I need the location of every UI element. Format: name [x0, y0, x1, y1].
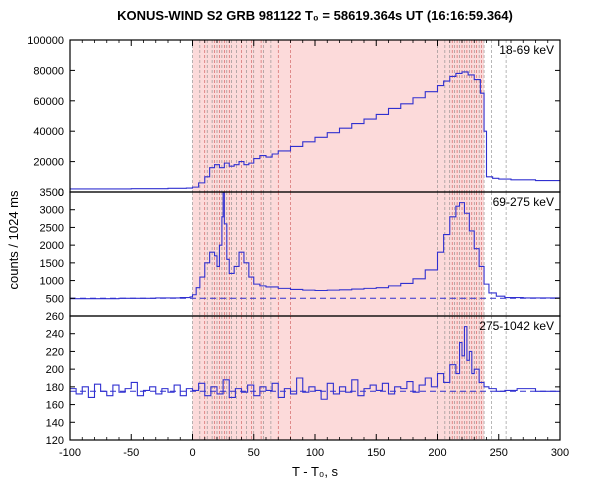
- svg-text:220: 220: [46, 346, 64, 358]
- svg-text:140: 140: [46, 417, 64, 429]
- svg-text:260: 260: [46, 311, 64, 323]
- svg-text:275-1042 keV: 275-1042 keV: [479, 319, 554, 333]
- svg-text:1000: 1000: [40, 276, 64, 288]
- svg-text:1500: 1500: [40, 258, 64, 270]
- svg-text:160: 160: [46, 400, 64, 412]
- svg-text:80000: 80000: [33, 65, 64, 77]
- svg-text:0: 0: [189, 447, 195, 459]
- svg-text:18-69 keV: 18-69 keV: [499, 43, 554, 57]
- svg-text:180: 180: [46, 382, 64, 394]
- svg-text:100: 100: [306, 447, 324, 459]
- svg-text:-100: -100: [59, 447, 81, 459]
- svg-text:120: 120: [46, 435, 64, 447]
- svg-text:250: 250: [490, 447, 508, 459]
- svg-text:40000: 40000: [33, 126, 64, 138]
- svg-text:240: 240: [46, 329, 64, 341]
- svg-text:200: 200: [46, 364, 64, 376]
- svg-text:-50: -50: [123, 447, 139, 459]
- svg-text:3500: 3500: [40, 187, 64, 199]
- svg-text:60000: 60000: [33, 96, 64, 108]
- svg-text:2500: 2500: [40, 222, 64, 234]
- svg-text:200: 200: [428, 447, 446, 459]
- svg-text:counts / 1024 ms: counts / 1024 ms: [6, 190, 21, 289]
- svg-text:150: 150: [367, 447, 385, 459]
- svg-text:69-275 keV: 69-275 keV: [493, 195, 554, 209]
- svg-text:KONUS-WIND S2 GRB 981122 T₀ =: KONUS-WIND S2 GRB 981122 T₀ = 58619.364s…: [117, 8, 513, 23]
- grb-lightcurve-chart: 0 20000 40000 60000 80000 100000 18-69 keV 500 1…: [0, 0, 600, 500]
- svg-text:T - T₀, s: T - T₀, s: [292, 464, 339, 479]
- svg-text:3000: 3000: [40, 205, 64, 217]
- svg-text:2000: 2000: [40, 240, 64, 252]
- svg-text:300: 300: [551, 447, 569, 459]
- svg-text:500: 500: [46, 293, 64, 305]
- svg-text:50: 50: [248, 447, 260, 459]
- svg-text:20000: 20000: [33, 157, 64, 169]
- svg-text:100000: 100000: [27, 35, 64, 47]
